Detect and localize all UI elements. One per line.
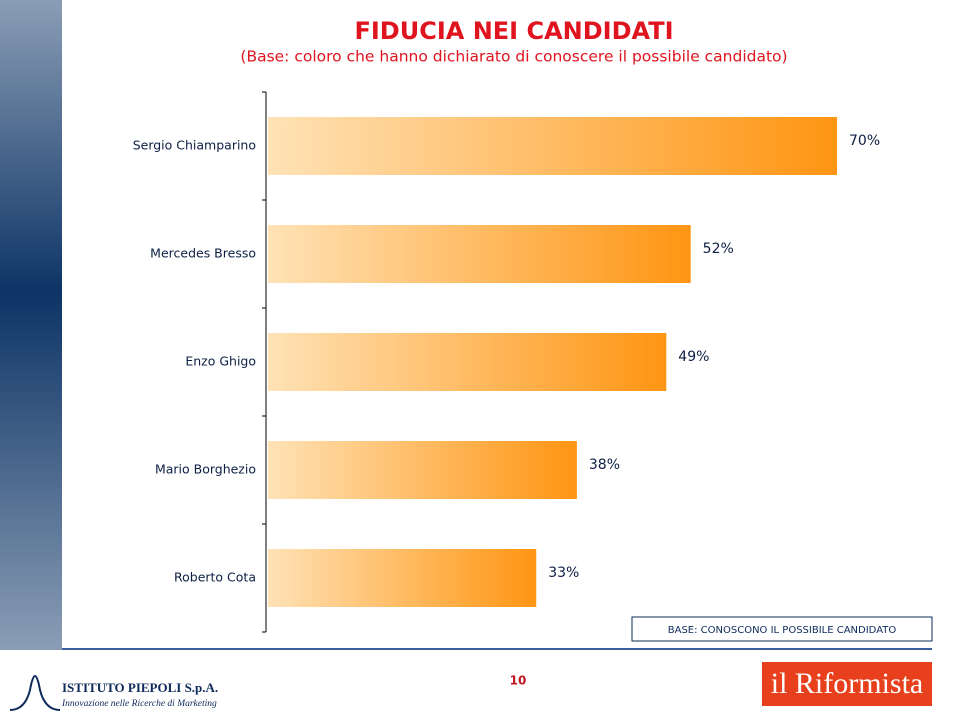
bar [268,549,537,607]
note: BASE: CONOSCONO IL POSSIBILE CANDIDATO [668,625,897,636]
page-number: 10 [510,674,527,688]
bar [268,441,577,499]
bar [268,225,691,283]
chart-title: FIDUCIA NEI CANDIDATI [354,17,673,45]
value-label: 52% [703,241,734,257]
y-tick-label: Mercedes Bresso [150,246,256,261]
side-band [0,0,62,650]
y-tick-label: Mario Borghezio [155,462,256,477]
logo-right-box [762,662,932,706]
logo-tagline: Innovazione nelle Ricerche di Marketing [61,699,217,709]
logo-right: il Riformista [771,667,924,700]
note-box [631,616,933,642]
y-tick-label: Sergio Chiamparino [133,138,256,153]
value-label: 38% [589,457,620,473]
y-tick-label: Roberto Cota [174,570,256,585]
logo-name: ISTITUTO PIEPOLI S.p.A. [62,680,218,695]
logo-icon [9,675,61,711]
value-label: 70% [849,133,880,149]
bar [268,333,667,391]
bar [268,117,837,175]
y-tick-label: Enzo Ghigo [185,354,256,369]
value-label: 33% [548,565,579,581]
value-label: 49% [678,349,709,365]
chart-subtitle: (Base: coloro che hanno dichiarato di co… [240,48,787,66]
